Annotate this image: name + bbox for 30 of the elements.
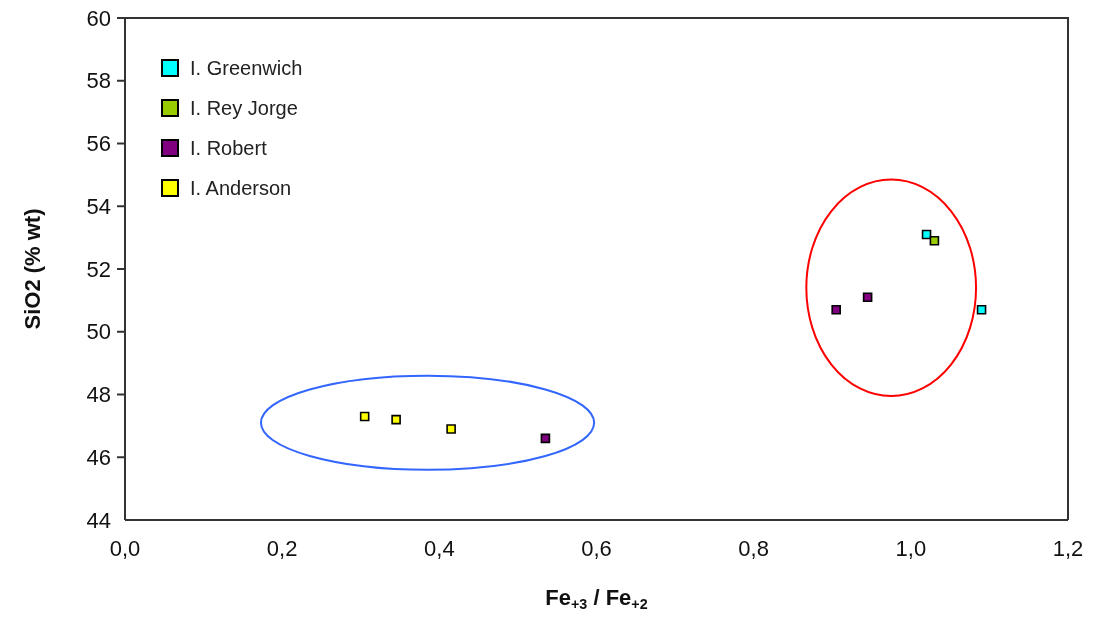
point [929, 235, 940, 246]
point [540, 433, 551, 444]
legend-label: I. Anderson [190, 176, 292, 200]
y-tick-label: 58 [86, 68, 111, 94]
x-tick-label: 1,2 [1052, 535, 1084, 561]
x-tick-label: 0,4 [424, 535, 455, 561]
point [391, 414, 401, 425]
y-tick-label: 46 [86, 444, 111, 470]
point [862, 292, 873, 303]
y-tick-label: 50 [86, 319, 111, 345]
y-tick-label: 54 [86, 193, 111, 219]
y-axis-title: SiO2 (% wt) [20, 208, 45, 330]
legend-label: I. Greenwich [190, 56, 303, 80]
point [446, 424, 456, 434]
point [831, 304, 841, 315]
x-tick-label: 0,8 [738, 535, 769, 561]
y-tick-label: 48 [86, 382, 111, 408]
y-tick-label: 56 [86, 131, 111, 157]
x-axis-title: Fe$_{+3}$ / Fe$_{+2}$ [545, 585, 648, 612]
y-tick-label: 52 [86, 256, 111, 282]
y-tick-label: 60 [86, 5, 111, 31]
y-tick-label: 44 [86, 507, 111, 533]
point [976, 304, 987, 315]
point [359, 411, 370, 422]
legend-label: I. Robert [190, 136, 267, 160]
legend-label: I. Rey Jorge [190, 96, 298, 120]
x-tick-label: 0,6 [581, 535, 612, 561]
x-tick-label: 0,2 [266, 535, 298, 561]
x-tick-label: 1,0 [895, 535, 927, 561]
x-tick-label: 0,0 [109, 535, 141, 561]
